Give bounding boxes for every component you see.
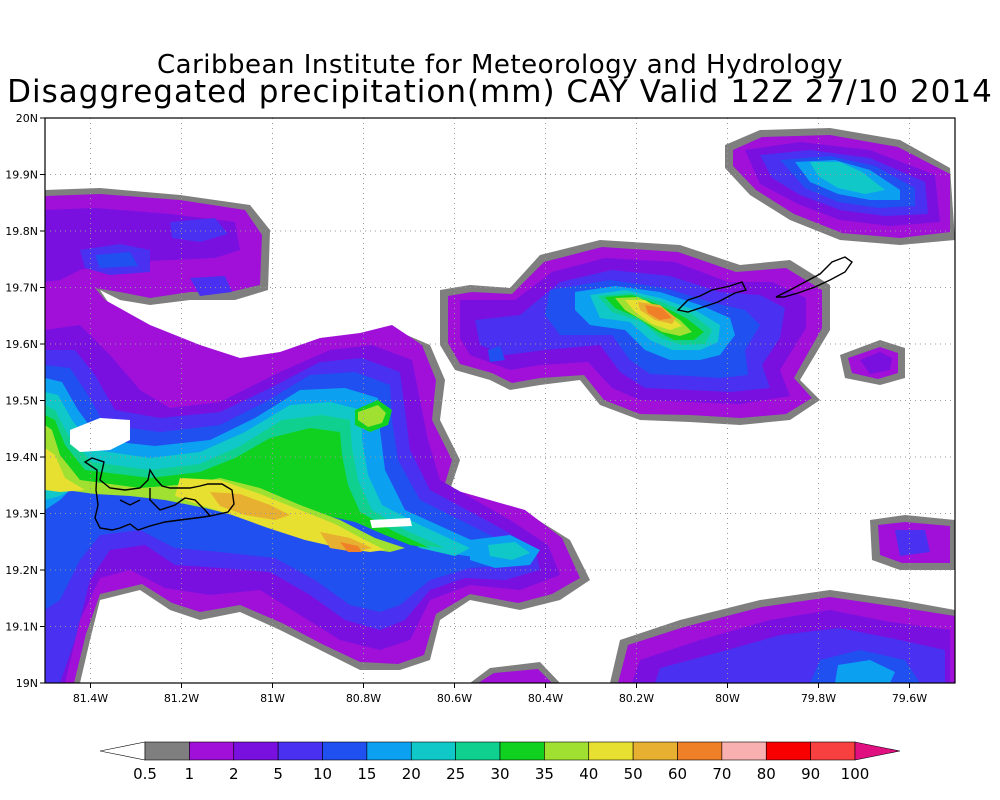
lat-tick-label: 20N bbox=[16, 112, 38, 125]
colorbar-swatch bbox=[233, 741, 279, 761]
map-title-line1: Caribbean Institute for Meteorology and … bbox=[157, 50, 843, 80]
colorbar-label: 50 bbox=[624, 765, 643, 783]
colorbar-label: 1 bbox=[185, 765, 195, 783]
colorbar-swatch bbox=[277, 741, 323, 761]
precip-band-60 bbox=[340, 305, 672, 552]
lon-tick-label: 80W bbox=[715, 692, 740, 705]
colorbar-label: 2 bbox=[229, 765, 239, 783]
colorbar-label: 40 bbox=[579, 765, 598, 783]
lat-tick-label: 19.2N bbox=[5, 564, 38, 577]
lat-tick-label: 19N bbox=[16, 677, 38, 690]
colorbar-label: 5 bbox=[273, 765, 283, 783]
colorbar-swatch bbox=[99, 741, 146, 761]
colorbar-swatch bbox=[544, 741, 590, 761]
colorbar-swatch bbox=[765, 741, 811, 761]
precipitation-field bbox=[45, 128, 955, 683]
grand-cayman-north-sound bbox=[119, 488, 211, 517]
colorbar-label: 70 bbox=[712, 765, 731, 783]
colorbar-label: 80 bbox=[757, 765, 776, 783]
lon-tick-label: 80.4W bbox=[528, 692, 563, 705]
colorbar-swatch bbox=[588, 741, 634, 761]
colorbar-label: 20 bbox=[402, 765, 421, 783]
lat-tick-label: 19.9N bbox=[5, 169, 38, 182]
colorbar-swatch bbox=[189, 741, 235, 761]
longitude-ticks: 81.4W 81.2W 81W 80.8W 80.6W 80.4W 80.2W 80W 79.8… bbox=[73, 683, 927, 705]
map-title-line2: Disaggregated precipitation(mm) CAY Vali… bbox=[7, 74, 993, 110]
colorbar-swatch bbox=[810, 741, 856, 761]
colorbar-label: 60 bbox=[668, 765, 687, 783]
lat-tick-label: 19.5N bbox=[5, 395, 38, 408]
lon-tick-label: 79.8W bbox=[801, 692, 836, 705]
lat-tick-label: 19.6N bbox=[5, 338, 38, 351]
colorbar-label: 100 bbox=[841, 765, 870, 783]
little-cayman-outline bbox=[676, 281, 748, 313]
lat-tick-label: 19.7N bbox=[5, 282, 38, 295]
latitude-ticks: 20N 19.9N 19.8N 19.7N 19.6N 19.5N 19.4N 19.3N 19… bbox=[5, 112, 45, 690]
colorbar-swatch bbox=[499, 741, 545, 761]
lon-tick-label: 80.8W bbox=[346, 692, 381, 705]
cayman-brac-outline bbox=[775, 256, 853, 298]
grand-cayman-outline bbox=[83, 457, 235, 531]
colorbar-label: 30 bbox=[490, 765, 509, 783]
lat-tick-label: 19.4N bbox=[5, 451, 38, 464]
lon-tick-label: 81W bbox=[260, 692, 285, 705]
colorbar-label: 0.5 bbox=[133, 765, 157, 783]
lon-tick-label: 81.4W bbox=[73, 692, 108, 705]
colorbar-label: 10 bbox=[313, 765, 332, 783]
colorbar-swatch bbox=[366, 741, 412, 761]
colorbar-label: 15 bbox=[357, 765, 376, 783]
colorbar-swatch bbox=[144, 741, 190, 761]
colorbar-swatch bbox=[455, 741, 501, 761]
lon-tick-label: 80.2W bbox=[619, 692, 654, 705]
lon-tick-label: 80.6W bbox=[437, 692, 472, 705]
lat-tick-label: 19.8N bbox=[5, 225, 38, 238]
colorbar-label: 25 bbox=[446, 765, 465, 783]
colorbar-swatch bbox=[322, 741, 368, 761]
lon-tick-label: 81.2W bbox=[164, 692, 199, 705]
colorbar-swatch bbox=[854, 741, 901, 761]
colorbar-swatch bbox=[632, 741, 678, 761]
field-gap bbox=[370, 518, 412, 528]
island-outlines bbox=[83, 256, 853, 531]
lat-tick-label: 19.1N bbox=[5, 621, 38, 634]
colorbar-swatch bbox=[410, 741, 456, 761]
field-gap bbox=[70, 418, 130, 452]
colorbar-label: 35 bbox=[535, 765, 554, 783]
colorbar-swatch bbox=[721, 741, 767, 761]
colorbar: 0.5 1 2 5 10 15 20 25 30 35 40 50 60 70 80 90 100 bbox=[99, 741, 901, 783]
lat-tick-label: 19.3N bbox=[5, 508, 38, 521]
map-grid bbox=[45, 118, 955, 683]
lon-tick-label: 79.6W bbox=[892, 692, 927, 705]
colorbar-swatch bbox=[677, 741, 723, 761]
colorbar-label: 90 bbox=[801, 765, 820, 783]
